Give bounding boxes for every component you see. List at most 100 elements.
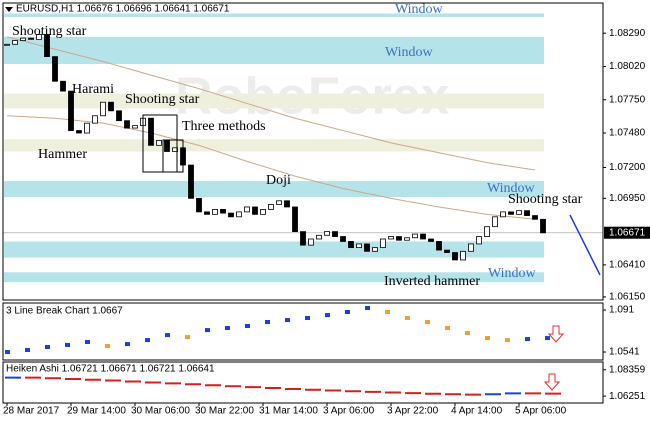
candle	[412, 233, 418, 239]
line-break-block	[225, 326, 230, 331]
line-break-block	[5, 350, 10, 355]
heiken-bar	[285, 388, 301, 390]
main-panel-border	[2, 2, 604, 301]
heiken-bar	[545, 392, 561, 395]
heiken-bar	[165, 382, 181, 385]
candle	[260, 209, 266, 215]
candle	[196, 197, 202, 213]
line-break-block	[45, 345, 50, 350]
candle	[92, 115, 98, 124]
candle	[484, 226, 490, 237]
candle	[308, 238, 314, 246]
candle	[220, 209, 226, 214]
last-price-box	[604, 226, 650, 239]
annotation: Inverted hammer	[384, 274, 480, 289]
candle	[164, 140, 170, 152]
annotation: Three methods	[182, 119, 266, 134]
y-tick-label: 1.08020	[609, 61, 646, 72]
candle	[388, 236, 394, 240]
candle	[28, 37, 34, 40]
annotation: Shooting star	[508, 192, 583, 207]
line-break-block	[465, 331, 470, 336]
candle	[420, 233, 426, 240]
candle	[124, 120, 130, 129]
candle	[340, 236, 346, 242]
candle	[244, 206, 250, 213]
annotation: Doji	[266, 173, 291, 188]
line-break-block	[325, 313, 330, 318]
candle	[316, 234, 322, 240]
line-break-block	[145, 338, 150, 343]
annotation: Harami	[72, 82, 114, 97]
candle	[60, 80, 66, 92]
x-tick-label: 5 Apr 06:00	[515, 406, 567, 417]
candle	[372, 247, 378, 252]
candle	[516, 210, 522, 215]
heiken-bar	[225, 385, 241, 388]
line-break-block	[125, 342, 130, 347]
line-break-block	[445, 326, 450, 331]
candle	[508, 211, 514, 215]
panel-title: 3 Line Break Chart 1.0667	[6, 306, 123, 317]
candle	[540, 218, 546, 234]
line-break-block	[305, 316, 310, 321]
candle	[36, 34, 42, 40]
line-break-block	[485, 336, 490, 341]
line-break-block	[505, 338, 510, 343]
panel-title: EURUSD,H1 1.06676 1.06696 1.06641 1.0667…	[16, 4, 230, 15]
annotation: Window	[487, 181, 536, 196]
annotation: Window	[488, 266, 537, 281]
candle	[236, 211, 242, 218]
line-break-block	[65, 342, 70, 347]
candle	[524, 210, 530, 216]
heiken-bar	[325, 389, 341, 392]
line-break-block	[365, 306, 370, 311]
line-break-panel-border	[2, 302, 604, 361]
heiken-bar	[105, 379, 121, 382]
candle	[428, 238, 434, 242]
panel-title: Heiken Ashi 1.06721 1.06671 1.06721 1.06…	[6, 364, 215, 375]
x-tick-label: 31 Mar 14:00	[259, 406, 318, 417]
candle	[44, 34, 50, 58]
line-break-block	[245, 323, 250, 328]
candle	[268, 204, 274, 210]
forecast-arrow	[569, 214, 601, 276]
zone	[4, 139, 544, 152]
candle	[292, 206, 298, 233]
candle	[204, 211, 210, 215]
layer: RoboForex	[3, 13, 603, 396]
candle	[380, 238, 386, 249]
candle	[468, 243, 474, 252]
zone	[4, 181, 544, 198]
heiken-bar	[65, 378, 81, 380]
line-break-block	[545, 336, 550, 341]
heiken-bar	[365, 390, 381, 393]
candle	[532, 215, 538, 220]
zone	[4, 272, 544, 283]
candle	[148, 117, 154, 146]
heiken-bar	[205, 384, 221, 387]
candle	[100, 101, 106, 117]
zone	[4, 13, 544, 18]
heiken-bar	[425, 392, 441, 395]
heiken-bar	[345, 390, 361, 393]
candle	[348, 241, 354, 249]
candle	[228, 212, 234, 218]
candle	[452, 252, 458, 261]
zone	[4, 36, 544, 65]
candle	[364, 243, 370, 252]
candle	[356, 243, 362, 249]
heiken-bar	[265, 387, 281, 389]
candle	[404, 237, 410, 241]
line-break-block	[205, 328, 210, 333]
line-break-block	[345, 309, 350, 314]
line-break-block	[425, 320, 430, 324]
pattern-box	[162, 139, 184, 173]
x-tick-label: 28 Mar 2017	[3, 406, 60, 417]
y-tick-label: 1.07200	[609, 162, 646, 173]
candle	[300, 231, 306, 246]
heiken-bar	[185, 383, 201, 386]
line-break-block	[385, 309, 390, 314]
heiken-bar	[525, 392, 541, 395]
